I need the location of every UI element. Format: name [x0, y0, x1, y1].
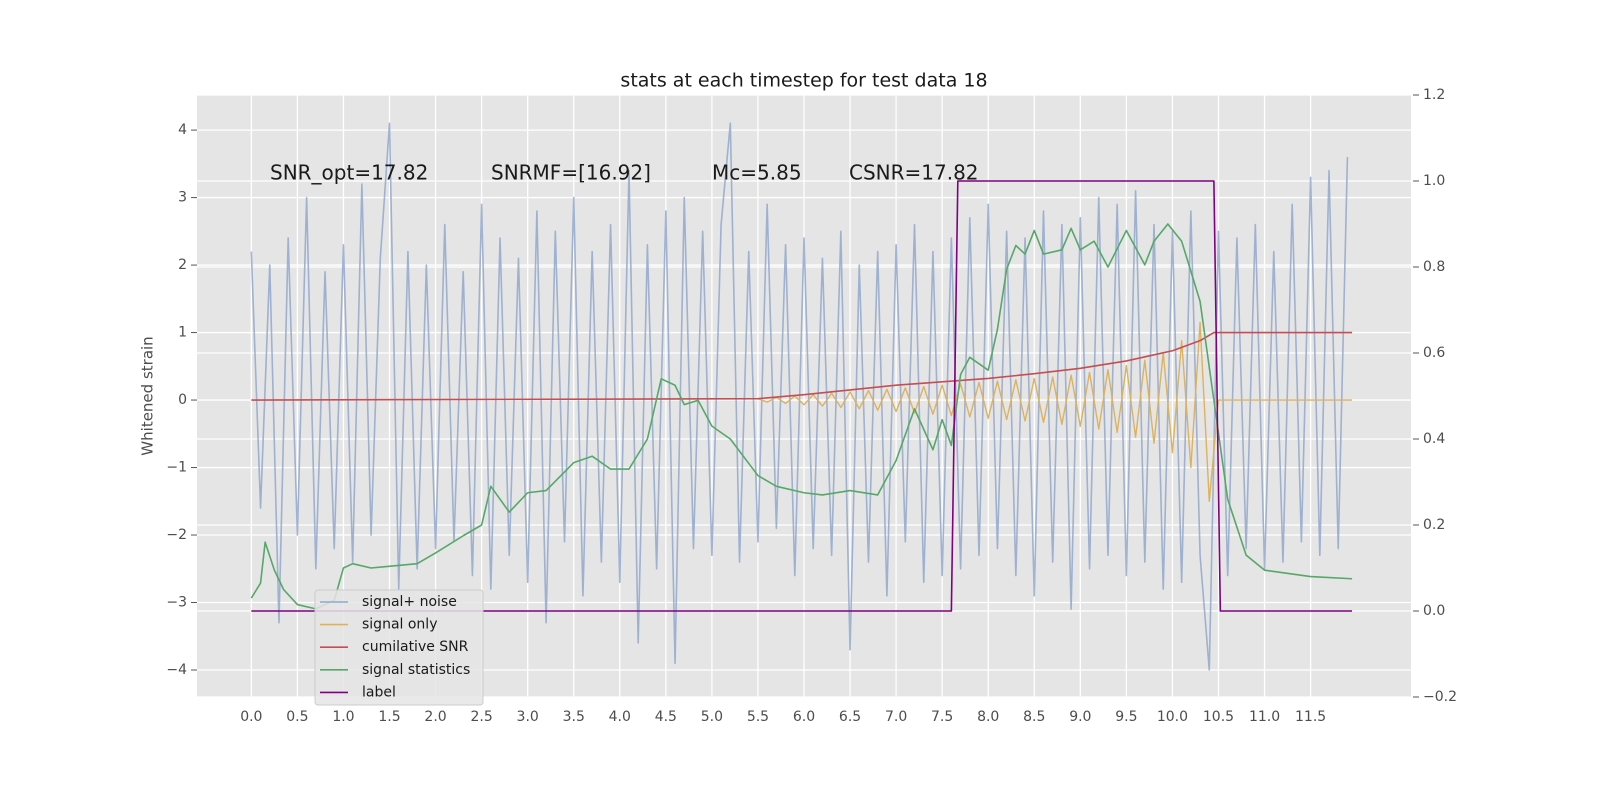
x-tick-label: 3.0: [517, 709, 539, 725]
y2-tick-label: 1.2: [1423, 87, 1445, 103]
annotation: SNRMF=[16.92]: [491, 161, 651, 185]
series-line: [250, 122, 1349, 671]
annotation: SNR_opt=17.82: [270, 161, 428, 185]
x-tick-label: 10.0: [1157, 709, 1188, 725]
y2-tick-label: −0.2: [1423, 689, 1457, 705]
x-tick-label: 7.0: [885, 709, 907, 725]
chart-title: stats at each timestep for test data 18: [620, 70, 987, 92]
x-tick-label: 9.5: [1115, 709, 1137, 725]
series-line: [250, 223, 1353, 610]
legend-label: cumilative SNR: [362, 639, 469, 655]
y2-tick-label: 0.0: [1423, 603, 1445, 619]
x-tick-label: 2.5: [470, 709, 492, 725]
y2-tick-label: 0.4: [1423, 431, 1445, 447]
y-tick-label: 0: [178, 392, 187, 408]
x-tick-label: 4.0: [609, 709, 631, 725]
y-tick-label: 1: [178, 325, 187, 341]
y-tick-label: −4: [166, 662, 187, 678]
y-tick-label: 2: [178, 257, 187, 273]
x-tick-label: 2.0: [424, 709, 446, 725]
x-tick-label: 0.5: [286, 709, 308, 725]
marks: [250, 122, 1353, 671]
x-tick-label: 6.0: [793, 709, 815, 725]
x-tick-label: 8.5: [1023, 709, 1045, 725]
y2-tick-label: 0.2: [1423, 517, 1445, 533]
annotation: Mc=5.85: [712, 161, 802, 185]
series-line: [757, 321, 1353, 502]
legend-box: [314, 589, 484, 706]
y-tick-label: −1: [166, 460, 187, 476]
grid: [197, 94, 1411, 698]
legend-label: label: [362, 684, 396, 700]
y2-tick-label: 0.8: [1423, 259, 1445, 275]
y-tick-label: 3: [178, 190, 187, 206]
x-tick-label: 11.5: [1295, 709, 1326, 725]
x-tick-label: 1.5: [378, 709, 400, 725]
x-tick-label: 5.0: [701, 709, 723, 725]
x-tick-label: 6.5: [839, 709, 861, 725]
legend-label: signal only: [362, 617, 437, 633]
y-tick-label: −3: [166, 595, 187, 611]
x-tick-label: 1.0: [332, 709, 354, 725]
x-tick-label: 7.5: [931, 709, 953, 725]
x-tick-label: 0.0: [240, 709, 262, 725]
series-line: [251, 331, 1353, 401]
y2-tick-label: 0.6: [1423, 345, 1445, 361]
x-tick-label: 3.5: [563, 709, 585, 725]
legend-label: signal+ noise: [362, 594, 457, 610]
y2-tick-label: 1.0: [1423, 173, 1445, 189]
x-tick-label: 10.5: [1203, 709, 1234, 725]
x-tick-label: 4.5: [655, 709, 677, 725]
legend-label: signal statistics: [362, 662, 470, 678]
x-tick-label: 5.5: [747, 709, 769, 725]
y-axis-label: Whitened strain: [139, 336, 157, 455]
series-line: [251, 180, 1353, 612]
y-tick-label: −2: [166, 527, 187, 543]
y-tick-label: 4: [178, 122, 187, 138]
annotation: CSNR=17.82: [849, 161, 979, 185]
legend: signal+ noise signal only cumilative SNR si…: [314, 589, 484, 706]
x-tick-label: 11.0: [1249, 709, 1280, 725]
annotations: SNR_opt=17.82 SNRMF=[16.92] Mc=5.85 CSNR=17…: [270, 161, 979, 185]
x-tick-label: 8.0: [977, 709, 999, 725]
x-tick-label: 9.0: [1069, 709, 1091, 725]
